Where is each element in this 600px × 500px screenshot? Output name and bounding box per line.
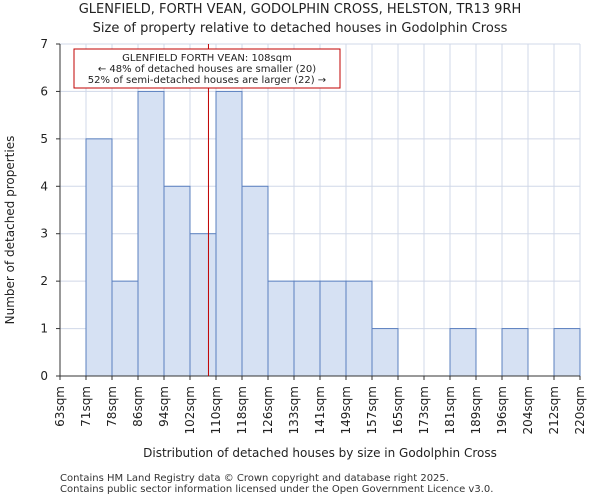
annotation-line-1: GLENFIELD FORTH VEAN: 108sqm: [122, 53, 292, 64]
annotation-line-2: ← 48% of detached houses are smaller (20…: [98, 64, 316, 75]
x-tick-label: 189sqm: [469, 386, 483, 434]
y-tick-label: 1: [40, 322, 48, 336]
bar: [319, 280, 347, 377]
x-tick-label: 149sqm: [339, 386, 353, 434]
chart-subtitle: Size of property relative to detached ho…: [93, 21, 508, 36]
x-tick-label: 86sqm: [131, 386, 145, 427]
x-tick-label: 181sqm: [443, 386, 457, 434]
x-tick-label: 94sqm: [157, 386, 171, 427]
x-tick-label: 141sqm: [313, 386, 327, 434]
x-tick-label: 165sqm: [391, 386, 405, 434]
bar: [85, 138, 113, 377]
annotation-frame: [73, 48, 341, 89]
bar: [215, 90, 243, 377]
x-tick-label: 220sqm: [573, 386, 587, 434]
bar: [501, 328, 529, 377]
x-tick-label: 63sqm: [53, 386, 67, 427]
y-tick-label: 3: [40, 227, 48, 241]
bar: [137, 90, 165, 377]
footer: Contains HM Land Registry data © Crown c…: [60, 473, 493, 495]
chart-title: GLENFIELD, FORTH VEAN, GODOLPHIN CROSS, …: [79, 2, 522, 17]
y-axis-label: Number of detached properties: [3, 136, 17, 325]
footer-line-1: Contains HM Land Registry data © Crown c…: [60, 473, 449, 484]
bar: [371, 328, 399, 377]
x-tick-label: 173sqm: [417, 386, 431, 434]
x-tick-label: 71sqm: [79, 386, 93, 427]
y-tick-label: 7: [40, 37, 48, 51]
x-tick-label: 126sqm: [261, 386, 275, 434]
bar: [293, 280, 321, 377]
bar: [553, 328, 581, 377]
x-axis-label: Distribution of detached houses by size …: [143, 446, 497, 460]
bar: [241, 185, 269, 377]
bar: [345, 280, 373, 377]
x-tick-label: 196sqm: [495, 386, 509, 434]
x-tick-label: 78sqm: [105, 386, 119, 427]
y-tick-label: 4: [40, 179, 48, 193]
x-tick-label: 204sqm: [521, 386, 535, 434]
bar: [267, 280, 295, 377]
annotation-line-3: 52% of semi-detached houses are larger (…: [88, 75, 326, 86]
bar: [111, 280, 139, 377]
footer-line-2: Contains public sector information licen…: [60, 484, 494, 495]
x-tick-label: 118sqm: [235, 386, 249, 434]
y-tick-label: 0: [40, 369, 48, 383]
x-tick-label: 110sqm: [209, 386, 223, 434]
x-tick-label: 157sqm: [365, 386, 379, 434]
x-tick-label: 133sqm: [287, 386, 301, 434]
annotation-box: GLENFIELD FORTH VEAN: 108sqm ← 48% of de…: [73, 48, 341, 89]
x-tick-label: 212sqm: [547, 386, 561, 434]
x-ticks: 63sqm 71sqm 78sqm 86sqm 94sqm 102sqm 110sqm 118…: [53, 376, 587, 434]
x-tick-label: 102sqm: [183, 386, 197, 434]
y-tick-label: 5: [40, 132, 48, 146]
y-tick-label: 2: [40, 274, 48, 288]
y-tick-label: 6: [40, 84, 48, 98]
bar: [189, 233, 217, 377]
bar: [163, 185, 191, 377]
bar: [449, 328, 477, 377]
y-ticks: 0 1 2 3 4 5 6 7: [40, 37, 60, 383]
bars: [85, 90, 581, 377]
